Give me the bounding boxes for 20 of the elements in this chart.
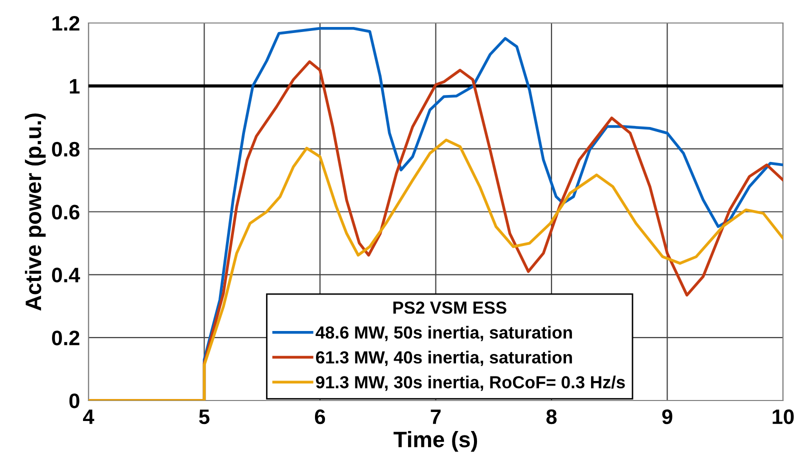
y-tick-label: 0 [69,394,80,408]
x-tick-label: 4 [83,410,94,424]
x-tick-label: 8 [546,409,557,424]
y-tick-label: 0.4 [52,268,80,282]
legend-label: 61.3 MW, 40s inertia, saturation [316,350,572,366]
legend-title: PS2 VSM ESS [393,302,506,314]
legend-label: 91.3 MW, 30s inertia, RoCoF= 0.3 Hz/s [316,376,625,391]
x-tick-label: 6 [314,409,326,424]
x-tick-label: 10 [772,409,794,424]
y-axis-title: Active power (p.u.) [24,113,46,311]
x-tick-label: 5 [199,410,210,424]
x-tick-label: 7 [430,410,441,424]
y-tick-label: 1.2 [52,16,80,31]
x-axis-title: Time (s) [394,431,478,452]
y-tick-label: 0.6 [52,204,80,220]
x-tick-label: 9 [662,409,672,424]
y-tick-label: 0.8 [52,142,80,157]
y-tick-label: 1 [70,79,80,94]
y-tick-label: 0.2 [52,330,80,346]
legend-label: 48.6 MW, 50s inertia, saturation [316,326,572,342]
